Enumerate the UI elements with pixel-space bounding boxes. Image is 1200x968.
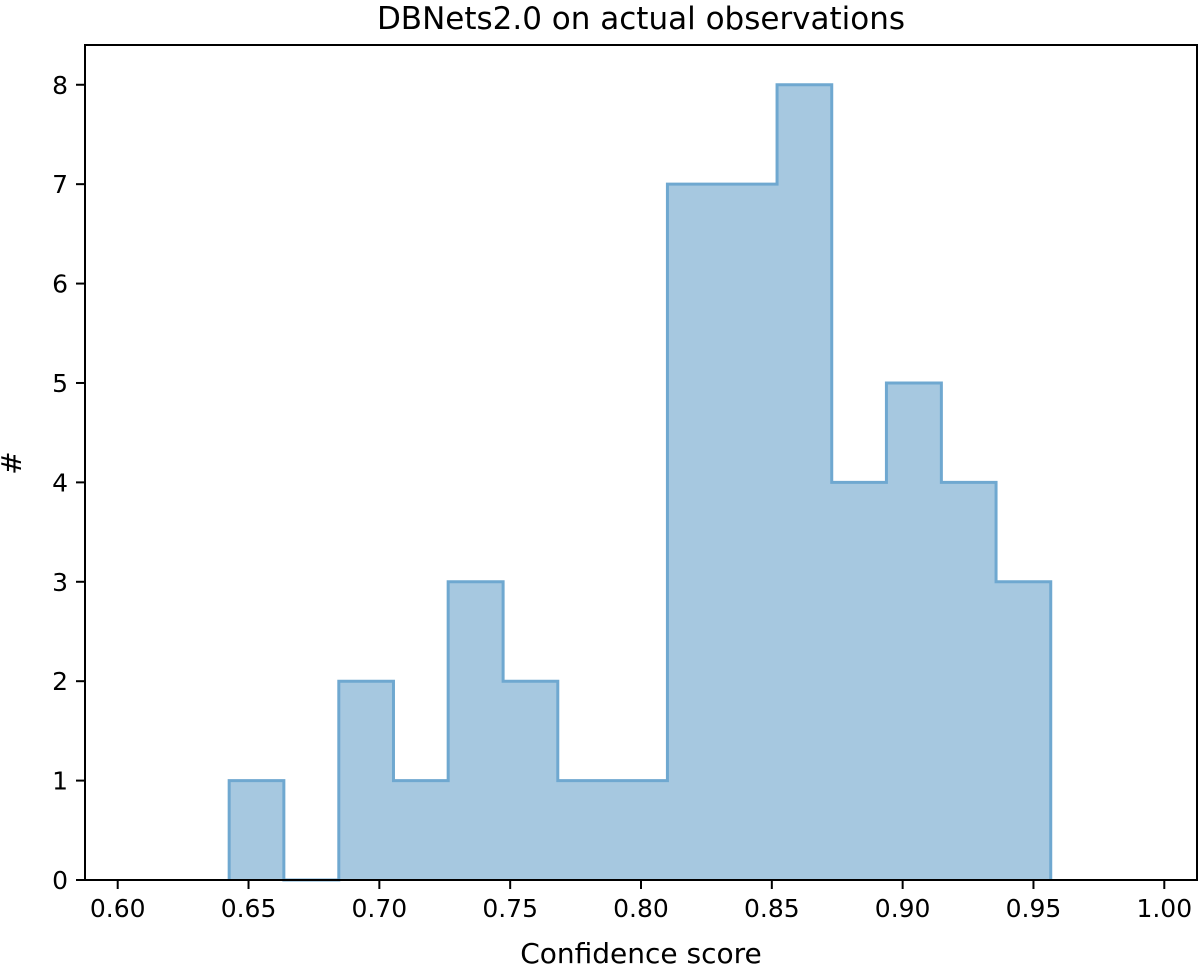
- x-tick-label-1: 0.65: [221, 894, 277, 923]
- histogram-bar-11: [831, 481, 887, 881]
- x-tick-label-3: 0.75: [482, 894, 538, 923]
- x-tick-label-6: 0.90: [875, 894, 931, 923]
- x-tick-label-7: 0.95: [1006, 894, 1062, 923]
- y-tick-label-2: 2: [52, 667, 68, 696]
- y-tick-label-6: 6: [52, 270, 68, 299]
- x-axis-ticks: 0.60 0.65 0.70 0.75 0.80 0.85 0.90 0.95 1.00: [90, 880, 1192, 923]
- histogram-bar-8: [666, 183, 723, 881]
- y-tick-label-4: 4: [52, 468, 68, 497]
- histogram-bar-0: [228, 780, 285, 881]
- histogram-bar-4: [447, 581, 504, 881]
- y-axis-label: #: [0, 451, 28, 474]
- histogram-bar-13: [940, 481, 997, 881]
- histogram-bar-10: [776, 84, 833, 881]
- histogram-bar-12: [885, 382, 942, 881]
- histogram-bar-9: [721, 183, 778, 881]
- histogram-step-outline: [227, 83, 1053, 882]
- histogram-bar-6: [557, 780, 613, 881]
- x-tick-label-4: 0.80: [613, 894, 669, 923]
- histogram-bar-2: [338, 680, 394, 881]
- y-tick-label-7: 7: [52, 170, 68, 199]
- histogram-bar-5: [502, 680, 559, 881]
- x-tick-label-0: 0.60: [90, 894, 146, 923]
- y-axis-ticks: 0 1 2 3 4 5 6 7 8: [52, 71, 85, 895]
- histogram-bar-3: [392, 780, 449, 881]
- y-tick-label-5: 5: [52, 369, 68, 398]
- chart-title: DBNets2.0 on actual observations: [377, 1, 905, 37]
- y-tick-label-0: 0: [52, 866, 68, 895]
- y-tick-label-1: 1: [52, 767, 68, 796]
- y-tick-label-8: 8: [52, 71, 68, 100]
- x-axis-label: Confidence score: [520, 937, 762, 968]
- x-tick-label-2: 0.70: [352, 894, 408, 923]
- y-tick-label-3: 3: [52, 568, 68, 597]
- histogram-bar-14: [995, 581, 1052, 881]
- histogram-bar-7: [611, 780, 668, 881]
- histogram-bars: [228, 84, 1052, 881]
- x-tick-label-8: 1.00: [1136, 894, 1192, 923]
- x-tick-label-5: 0.85: [744, 894, 800, 923]
